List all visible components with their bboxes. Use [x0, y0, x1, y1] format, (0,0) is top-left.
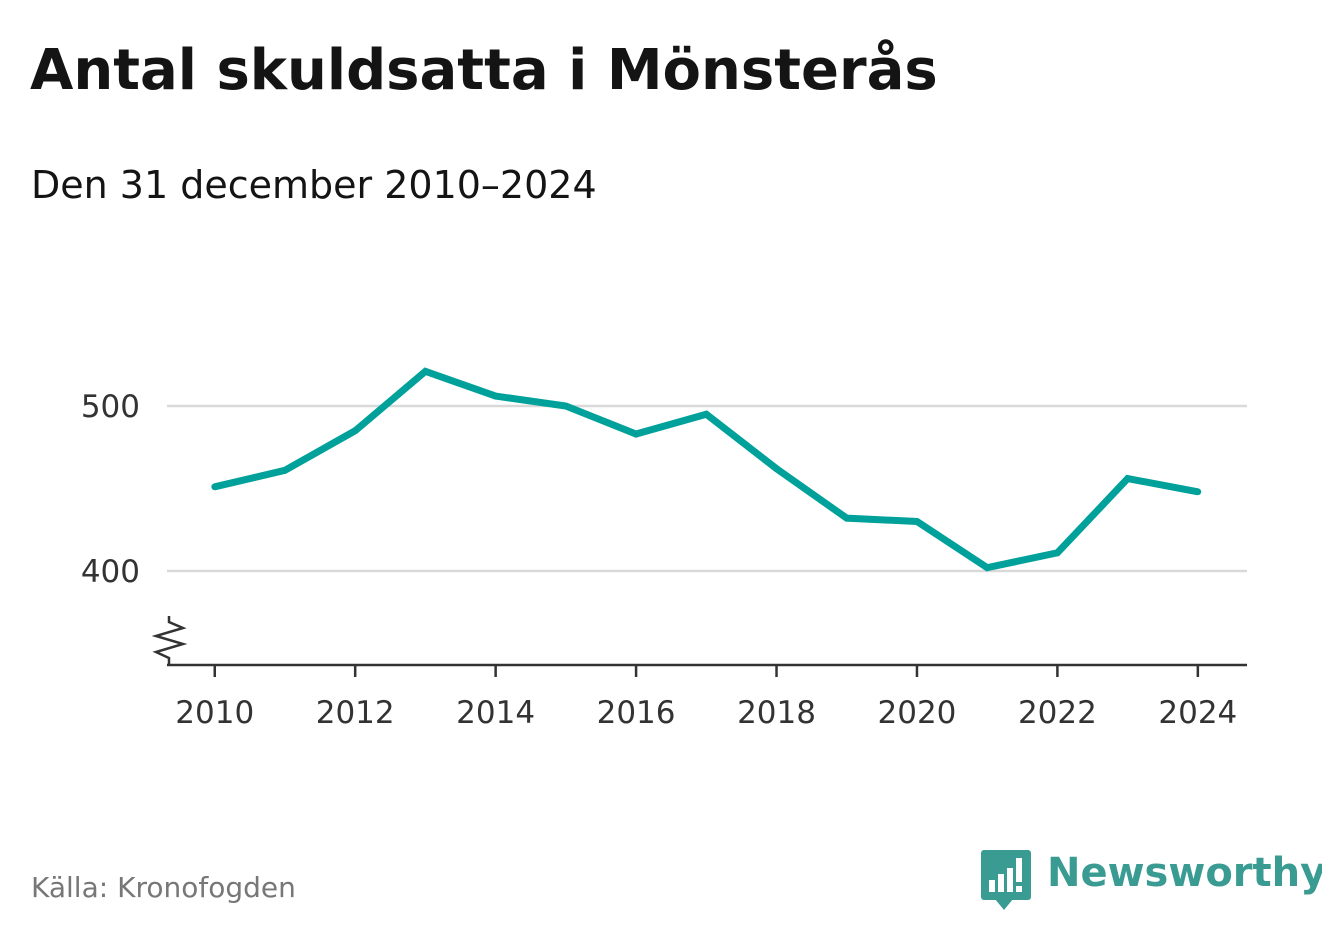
x-axis — [167, 663, 1247, 677]
bar-chart-speech-bubble-icon — [981, 850, 1031, 910]
x-tick-label: 2020 — [878, 695, 957, 731]
data-point — [702, 410, 710, 418]
chart-subtitle: Den 31 december 2010–2024 — [31, 163, 597, 207]
data-point — [632, 430, 640, 438]
tick-labels: 400 500 2010 2012 2014 2016 2018 2020 2022 2024 — [81, 389, 1237, 731]
chart-title: Antal skuldsatta i Mönsterås — [30, 38, 938, 103]
y-tick-label: 400 — [81, 554, 140, 590]
data-point — [1124, 475, 1132, 482]
data-point — [351, 427, 359, 435]
x-tick-label: 2016 — [597, 695, 676, 731]
axis-break-icon — [151, 616, 188, 665]
y-tick-label: 500 — [81, 389, 140, 425]
gridlines — [167, 404, 1247, 573]
data-point — [422, 367, 429, 375]
series-line — [213, 367, 1199, 572]
data-point — [211, 483, 219, 491]
data-point — [492, 392, 500, 400]
data-point — [983, 564, 991, 572]
data-point — [773, 465, 780, 473]
source-note: Källa: Kronofogden — [31, 871, 296, 904]
x-tick-label: 2012 — [316, 695, 395, 731]
x-tick-label: 2024 — [1158, 695, 1237, 731]
x-tick-label: 2010 — [175, 695, 254, 731]
series-layer — [211, 367, 1202, 572]
brand-name: Newsworthy — [1047, 850, 1322, 896]
data-point — [281, 466, 289, 474]
data-point — [913, 518, 921, 525]
brand-logo: Newsworthy — [981, 850, 1322, 910]
data-point — [1194, 488, 1202, 496]
data-point — [843, 514, 851, 522]
x-tick-label: 2022 — [1018, 695, 1097, 731]
data-point — [1054, 549, 1061, 557]
data-point — [562, 402, 570, 410]
x-tick-label: 2018 — [737, 695, 816, 731]
x-tick-label: 2014 — [456, 695, 535, 731]
axis-break-zigzag — [151, 616, 188, 665]
